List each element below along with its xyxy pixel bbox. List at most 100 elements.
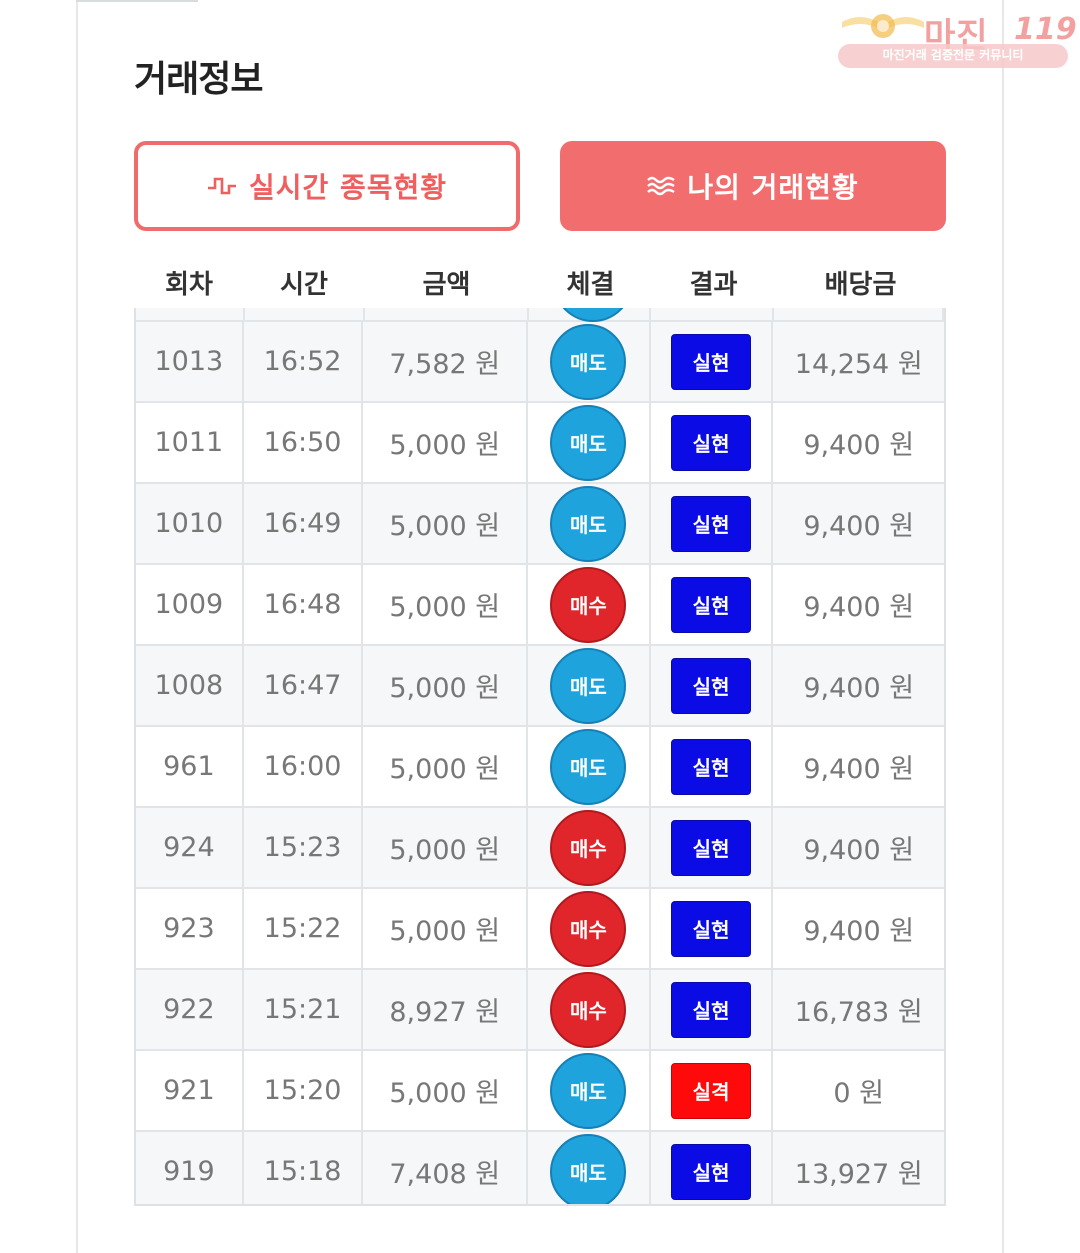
emblem-icon xyxy=(842,14,924,38)
header-payout: 배당금 xyxy=(824,269,897,300)
result-cell: 실현 xyxy=(651,484,774,563)
result-realized-badge: 실현 xyxy=(671,981,752,1038)
watermark-number: 119 xyxy=(1014,12,1077,47)
result-realized-badge: 실현 xyxy=(671,333,752,390)
sell-badge: 매도 xyxy=(550,485,627,562)
round-cell: 961 xyxy=(136,727,244,806)
result-cell: 실현 xyxy=(651,646,774,725)
header-execution: 체결 xyxy=(566,269,615,300)
round-cell: 1008 xyxy=(136,646,244,725)
amount-cell: 5,000 원 xyxy=(363,889,529,968)
header-time: 시간 xyxy=(280,269,328,300)
result-realized-badge: 실현 xyxy=(671,738,752,795)
table-row: 921 15:20 5,000 원 매도 실격 0 원 xyxy=(136,1049,944,1130)
header-amount: 금액 xyxy=(422,269,471,300)
result-cell: 실현 xyxy=(651,1132,774,1204)
execution-cell: 매수 xyxy=(528,565,651,644)
time-cell: 16:52 xyxy=(244,322,364,401)
time-cell: 16:00 xyxy=(244,727,364,806)
round-cell: 923 xyxy=(136,889,244,968)
watermark-bar xyxy=(838,44,1068,68)
round-cell: 919 xyxy=(136,1132,244,1204)
header-round: 회차 xyxy=(165,269,213,300)
payout-cell: 13,927 원 xyxy=(794,1159,923,1190)
time-cell: 16:47 xyxy=(244,646,364,725)
time-cell: 15:18 xyxy=(244,1132,364,1204)
execution-cell: 매도 xyxy=(528,403,651,482)
amount-cell: 5,000 원 xyxy=(363,808,529,887)
result-cell: 실현 xyxy=(651,727,774,806)
payout-cell: 0 원 xyxy=(833,1078,885,1109)
watermark-subtitle: 마진거래 검증전문 커뮤니티 xyxy=(882,48,1024,62)
table-row: 919 15:18 7,408 원 매도 실현 13,927 원 xyxy=(136,1130,944,1204)
execution-cell: 매도 xyxy=(528,1132,651,1204)
table-body[interactable]: 1013 16:52 7,582 원 매도 실현 14,254 원 1011 16:50 5,0… xyxy=(134,308,946,1206)
payout-cell: 9,400 원 xyxy=(803,673,915,704)
payout-cell: 9,400 원 xyxy=(803,835,915,866)
header-result: 결과 xyxy=(689,269,738,300)
time-cell: 16:49 xyxy=(244,484,364,563)
result-realized-badge: 실현 xyxy=(671,900,752,957)
execution-cell: 매수 xyxy=(528,970,651,1049)
trade-table: 회차 시간 금액 체결 결과 배당금 1013 16:52 7,582 원 매도 실현 1… xyxy=(134,256,946,1206)
sell-badge: 매도 xyxy=(550,728,627,805)
table-row: 961 16:00 5,000 원 매도 실현 9,400 원 xyxy=(136,725,944,806)
time-cell: 15:21 xyxy=(244,970,364,1049)
amount-cell: 5,000 원 xyxy=(363,727,529,806)
realtime-status-label: 실시간 종목현황 xyxy=(248,171,448,204)
payout-cell: 9,400 원 xyxy=(803,430,915,461)
partial-cell xyxy=(365,308,530,320)
round-cell: 1009 xyxy=(136,565,244,644)
table-row: 1009 16:48 5,000 원 매수 실현 9,400 원 xyxy=(136,563,944,644)
amount-cell: 7,408 원 xyxy=(363,1132,529,1204)
execution-cell: 매도 xyxy=(528,1051,651,1130)
round-cell: 921 xyxy=(136,1051,244,1130)
amount-cell: 5,000 원 xyxy=(363,1051,529,1130)
result-realized-badge: 실현 xyxy=(671,576,752,633)
sell-badge: 매도 xyxy=(550,1052,627,1129)
my-trade-button[interactable]: 나의 거래현황 xyxy=(560,141,946,231)
result-realized-badge: 실현 xyxy=(671,1143,752,1200)
table-row: 1008 16:47 5,000 원 매도 실현 9,400 원 xyxy=(136,644,944,725)
realtime-status-button[interactable]: 실시간 종목현황 xyxy=(134,141,520,231)
amount-cell: 5,000 원 xyxy=(363,565,529,644)
payout-cell: 9,400 원 xyxy=(803,592,915,623)
panel-top-edge xyxy=(76,0,198,2)
payout-cell: 16,783 원 xyxy=(794,997,923,1028)
my-trade-label: 나의 거래현황 xyxy=(687,171,859,204)
result-realized-badge: 실현 xyxy=(671,414,752,471)
round-cell: 924 xyxy=(136,808,244,887)
sell-badge: 매도 xyxy=(550,647,627,724)
section-title: 거래정보 xyxy=(134,59,263,100)
sell-badge: 매도 xyxy=(550,404,627,481)
site-watermark: 마진 119 마진거래 검증전문 커뮤니티 xyxy=(838,8,1077,68)
buy-badge: 매수 xyxy=(550,566,627,643)
amount-cell: 5,000 원 xyxy=(363,646,529,725)
buy-badge: 매수 xyxy=(550,809,627,886)
time-cell: 15:22 xyxy=(244,889,364,968)
payout-cell: 14,254 원 xyxy=(794,349,923,380)
table-row: 922 15:21 8,927 원 매수 실현 16,783 원 xyxy=(136,968,944,1049)
result-cell: 실현 xyxy=(651,322,774,401)
round-cell: 1011 xyxy=(136,403,244,482)
buy-badge: 매수 xyxy=(550,890,627,967)
payout-cell: 9,400 원 xyxy=(803,754,915,785)
execution-cell: 매도 xyxy=(528,646,651,725)
buy-badge: 매수 xyxy=(550,971,627,1048)
result-cell: 실현 xyxy=(651,403,774,482)
partial-cell xyxy=(136,308,246,320)
sell-badge: 매도 xyxy=(550,323,627,400)
table-row: 1011 16:50 5,000 원 매도 실현 9,400 원 xyxy=(136,401,944,482)
result-disqualified-badge: 실격 xyxy=(671,1062,752,1119)
amount-cell: 5,000 원 xyxy=(363,403,529,482)
partial-row xyxy=(136,308,944,322)
execution-cell: 매수 xyxy=(528,889,651,968)
pulse-icon xyxy=(207,177,236,195)
partial-cell xyxy=(774,308,944,320)
table-row: 924 15:23 5,000 원 매수 실현 9,400 원 xyxy=(136,806,944,887)
execution-cell: 매수 xyxy=(528,808,651,887)
result-cell: 실현 xyxy=(651,808,774,887)
execution-cell: 매도 xyxy=(528,484,651,563)
result-realized-badge: 실현 xyxy=(671,657,752,714)
execution-cell: 매도 xyxy=(528,727,651,806)
